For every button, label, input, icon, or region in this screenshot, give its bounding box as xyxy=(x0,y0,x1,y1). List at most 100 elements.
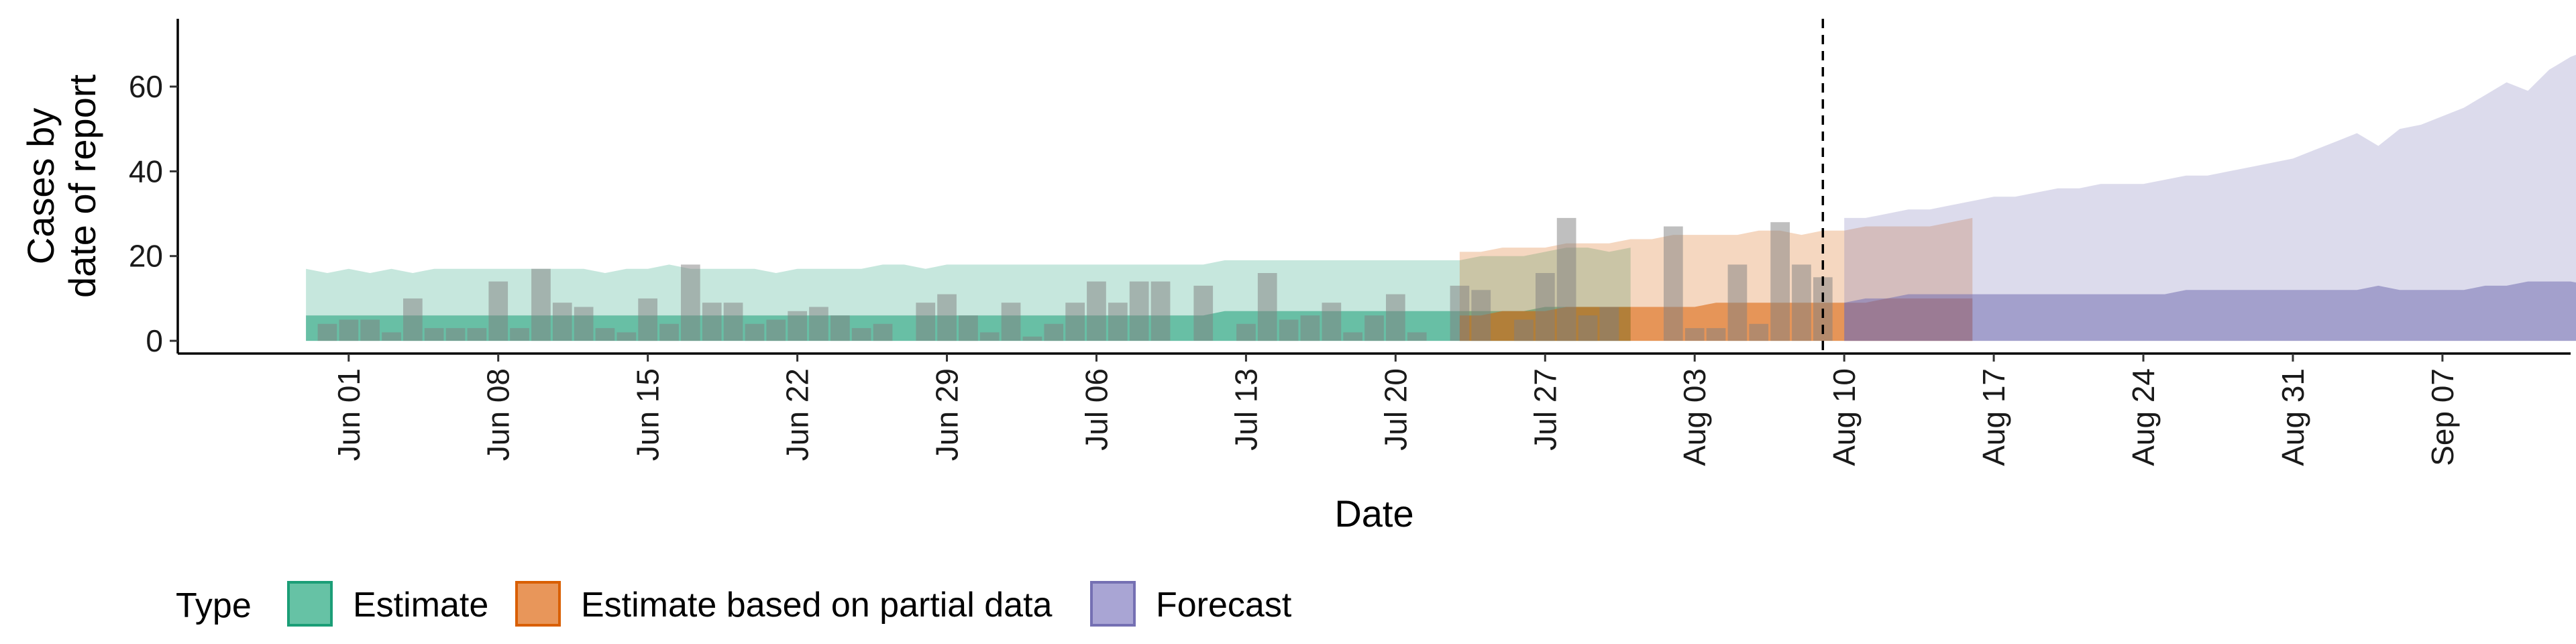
band-layer xyxy=(306,54,2576,341)
case-bar xyxy=(702,303,722,341)
case-bar xyxy=(1129,281,1149,341)
case-bar xyxy=(638,298,657,341)
case-bar xyxy=(916,303,936,341)
x-tick-label: Jul 06 xyxy=(1079,368,1114,451)
case-bar xyxy=(445,328,466,341)
case-bar xyxy=(788,311,807,341)
x-tick-label: Aug 31 xyxy=(2275,368,2310,466)
axis-title-layer: Date Cases bydate of report xyxy=(19,74,1414,535)
case-bar xyxy=(616,332,637,341)
case-bar xyxy=(1536,273,1555,341)
case-bar xyxy=(1193,285,1214,341)
axes-layer xyxy=(176,19,2571,355)
case-bar xyxy=(317,323,337,341)
case-bar xyxy=(1792,264,1811,341)
case-bar xyxy=(1578,315,1598,341)
x-tick-label: Sep 07 xyxy=(2425,368,2460,466)
x-axis-title: Date xyxy=(1334,492,1413,535)
case-bar xyxy=(659,323,679,341)
case-bar xyxy=(1556,217,1576,341)
case-bar xyxy=(1386,294,1405,341)
tick-layer: 0 20 40 60 Jun 01 Jun 08 Jun 15 Jun 22 Jun 29 Jul… xyxy=(129,69,2460,466)
case-bar xyxy=(959,315,978,341)
case-bar xyxy=(339,319,359,341)
case-bar xyxy=(382,332,401,341)
y-axis-title-line: Cases by xyxy=(19,108,62,264)
case-bar xyxy=(1065,303,1085,341)
y-axis-title-line: date of report xyxy=(61,74,103,299)
case-bar xyxy=(681,264,700,341)
case-bar xyxy=(1001,303,1021,341)
x-tick-label: Aug 10 xyxy=(1827,368,1862,466)
forecast-outer-band xyxy=(1844,54,2576,341)
case-bar xyxy=(1236,323,1256,341)
case-bar xyxy=(488,281,508,341)
case-bar xyxy=(1664,226,1683,341)
x-tick-label: Aug 03 xyxy=(1677,368,1712,466)
x-tick-label: Jul 13 xyxy=(1228,368,1263,451)
legend: Type Estimate Estimate based on partial d… xyxy=(176,581,1292,627)
x-tick-label: Jun 15 xyxy=(631,368,665,461)
case-bar xyxy=(1044,323,1064,341)
case-bar xyxy=(424,328,444,341)
case-bar xyxy=(1087,281,1106,341)
case-bar xyxy=(552,303,572,341)
case-bar xyxy=(403,298,423,341)
case-bar xyxy=(360,319,380,341)
y-tick-label: 0 xyxy=(146,323,163,358)
forecast-inner-band xyxy=(1844,281,2576,341)
x-tick-label: Jul 20 xyxy=(1378,368,1413,451)
case-bar xyxy=(1450,285,1470,341)
x-tick-label: Jul 27 xyxy=(1527,368,1562,451)
bar-layer xyxy=(317,217,1833,341)
case-bar xyxy=(851,328,871,341)
case-bar xyxy=(1364,315,1384,341)
legend-title: Type xyxy=(176,586,252,625)
case-bar xyxy=(723,303,743,341)
case-bar xyxy=(1279,319,1299,341)
case-bar xyxy=(1150,281,1171,341)
case-bar xyxy=(531,268,551,341)
case-bar xyxy=(1727,264,1748,341)
case-bar xyxy=(1514,319,1534,341)
case-bar xyxy=(1300,315,1320,341)
case-bar xyxy=(1599,307,1619,341)
case-bar xyxy=(1257,273,1277,341)
case-bar xyxy=(467,328,487,341)
x-tick-label: Jun 08 xyxy=(481,368,516,461)
case-bar xyxy=(766,319,786,341)
legend-key-estimate-based-on-partial-data xyxy=(515,581,561,627)
y-tick-label: 60 xyxy=(129,69,163,104)
case-bar xyxy=(873,323,893,341)
case-bar xyxy=(937,294,957,341)
case-bar xyxy=(809,307,828,341)
y-tick-label: 20 xyxy=(129,239,163,274)
x-tick-label: Aug 24 xyxy=(2126,368,2161,466)
legend-key-forecast xyxy=(1090,581,1136,627)
case-bar xyxy=(1770,222,1790,341)
case-bar xyxy=(1322,303,1342,341)
case-bar xyxy=(979,332,1000,341)
case-bar xyxy=(510,328,529,341)
case-bar xyxy=(830,315,850,341)
case-bar xyxy=(1684,328,1705,341)
x-tick-label: Jun 01 xyxy=(331,368,366,461)
case-bar xyxy=(1471,290,1491,341)
x-tick-label: Aug 17 xyxy=(1976,368,2011,466)
legend-label-estimate: Estimate xyxy=(353,586,488,625)
x-tick-label: Jun 22 xyxy=(780,368,815,461)
legend-label-estimate-based-on-partial-data: Estimate based on partial data xyxy=(581,586,1053,625)
x-tick-label: Jun 29 xyxy=(930,368,965,461)
case-bar xyxy=(745,323,765,341)
case-bar xyxy=(1706,328,1726,341)
case-bar xyxy=(1108,303,1128,341)
case-bar xyxy=(1749,323,1769,341)
legend-key-estimate xyxy=(287,581,333,627)
case-bar xyxy=(1343,332,1362,341)
legend-label-forecast: Forecast xyxy=(1156,586,1292,625)
y-axis-title: Cases bydate of report xyxy=(19,74,103,299)
case-bar xyxy=(1022,336,1042,341)
case-bar xyxy=(574,307,594,341)
